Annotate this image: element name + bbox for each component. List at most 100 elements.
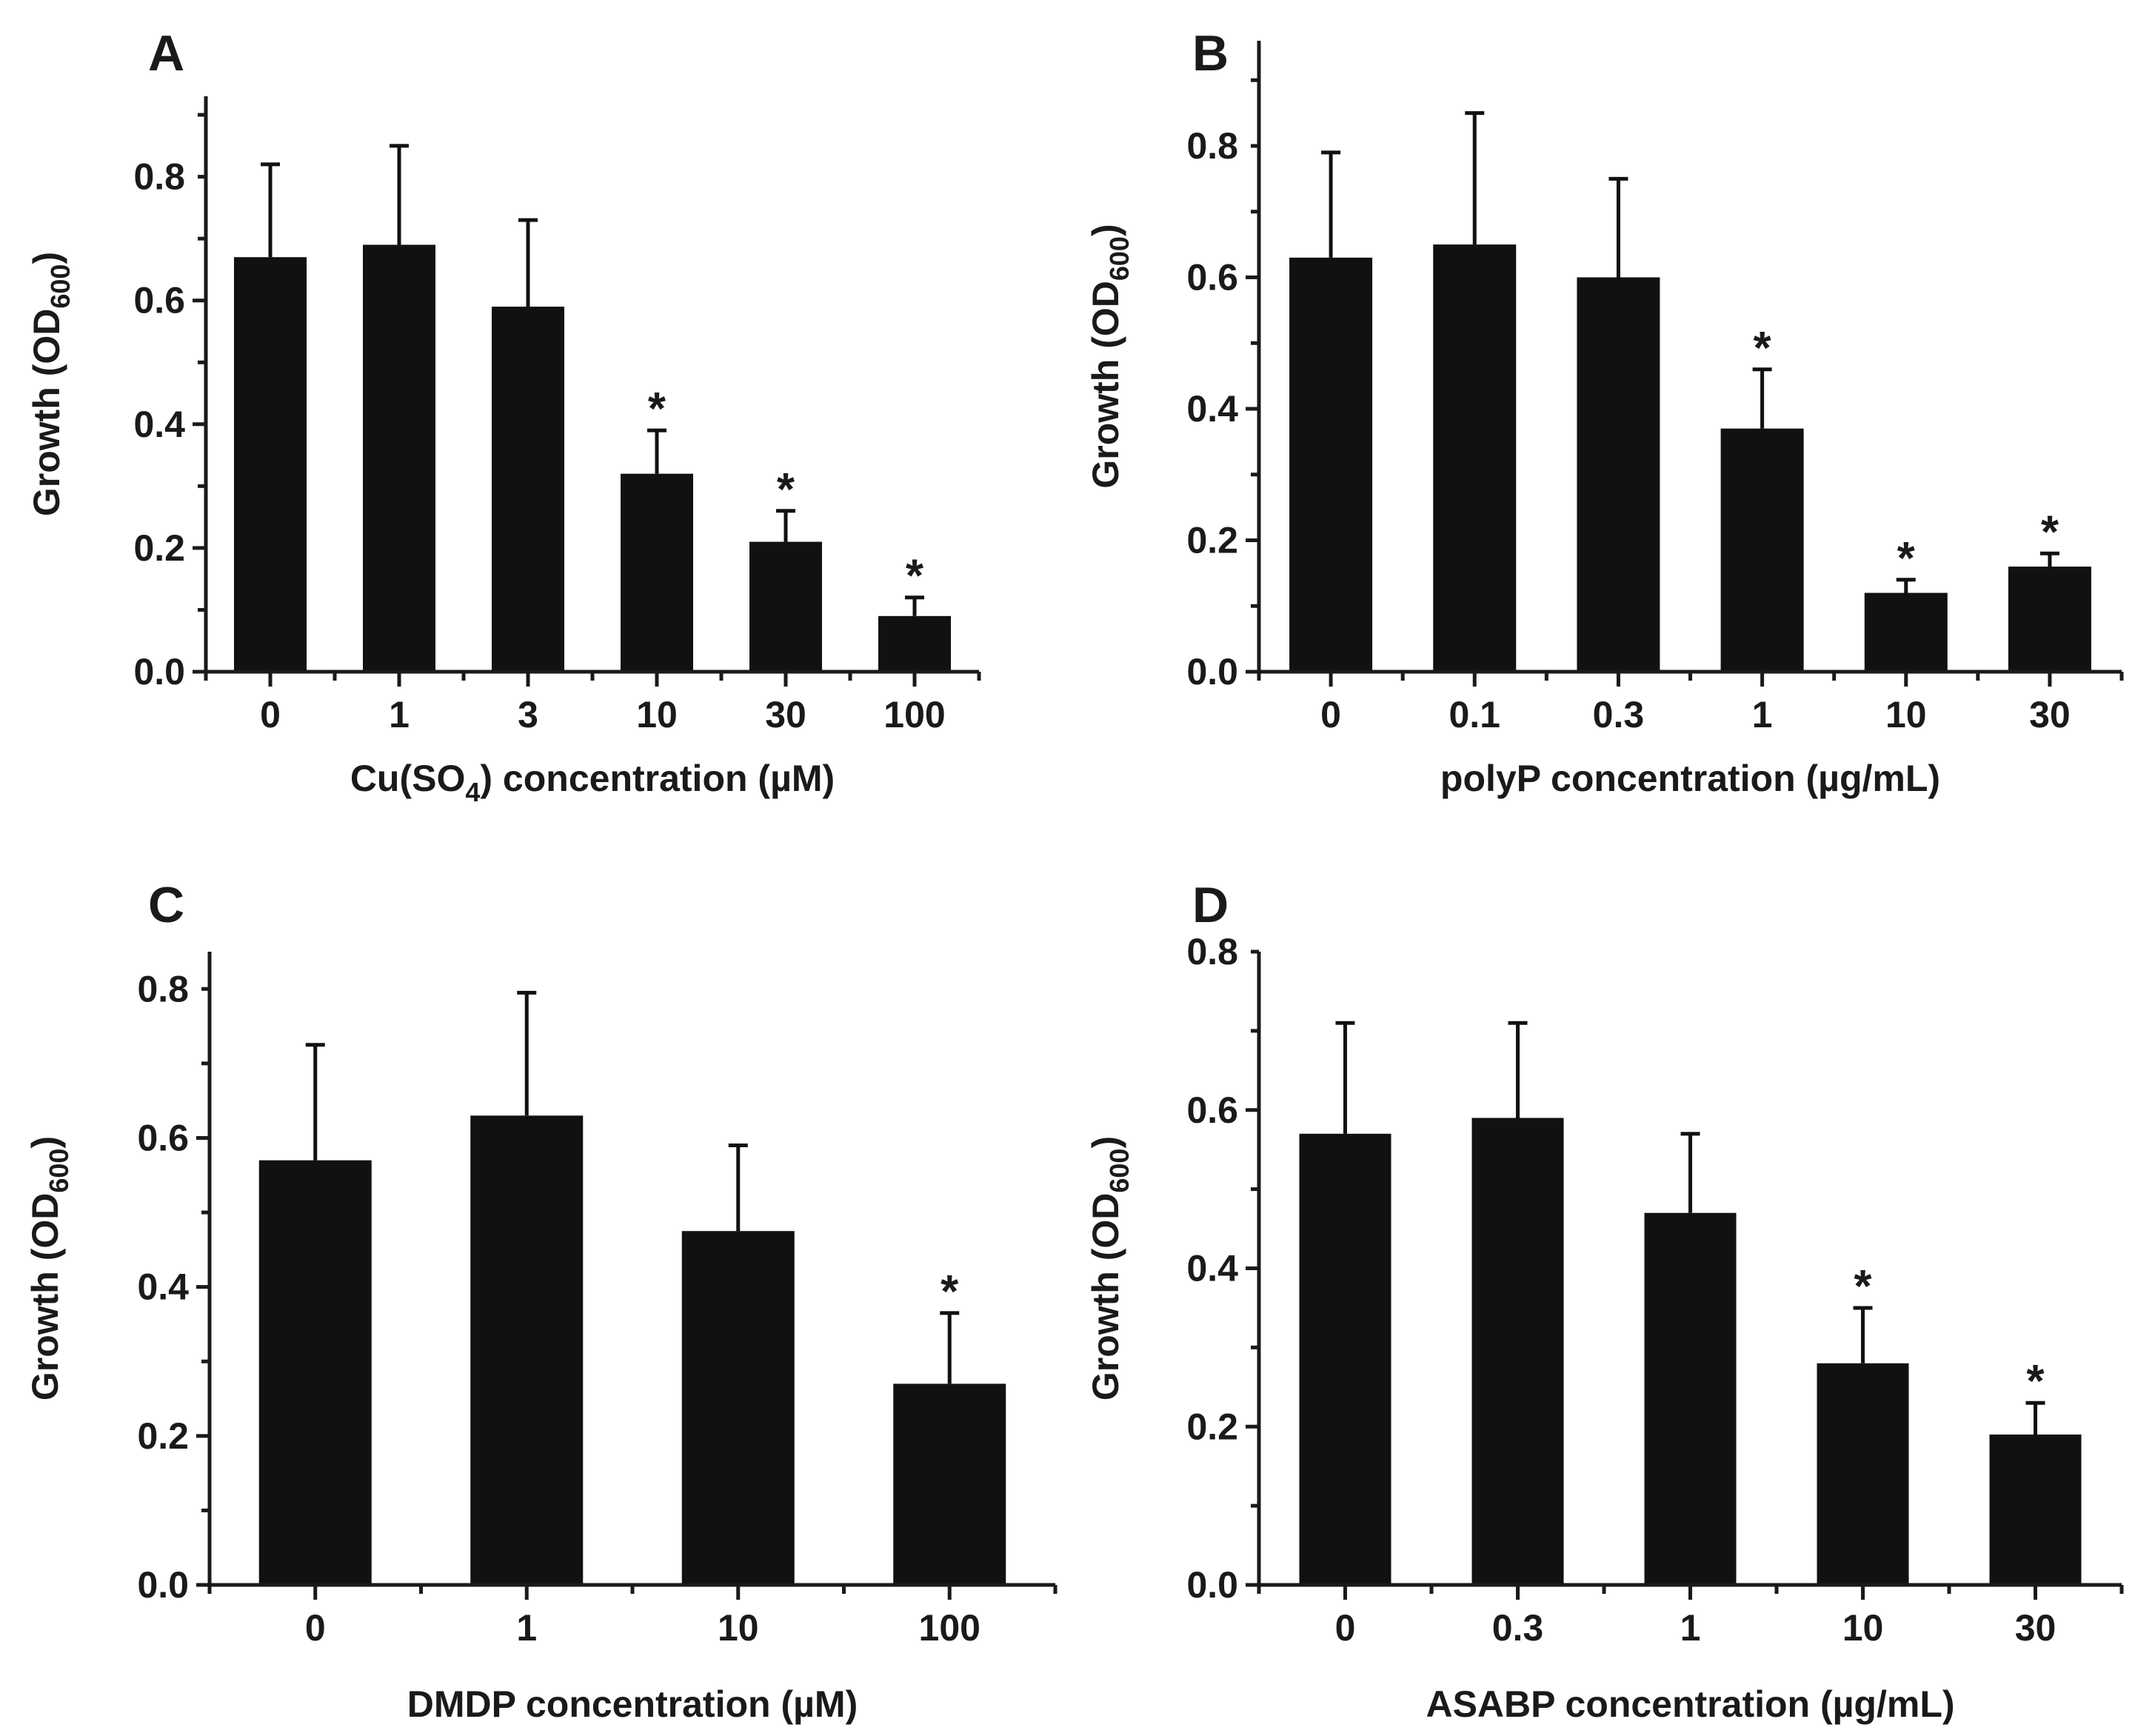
x-tick-label: 0.3	[1593, 694, 1645, 735]
x-tick-label: 10	[718, 1607, 759, 1649]
y-axis-title-subscript: 600	[45, 264, 76, 309]
y-tick-label: 0.6	[137, 1117, 189, 1158]
x-tick-label: 1	[389, 694, 410, 735]
panel-letter: B	[1192, 25, 1229, 81]
y-axis-title-subscript: 600	[44, 1149, 74, 1193]
x-axis-title: DMDP concentration (µM)	[407, 1683, 858, 1725]
y-tick-label: 0.0	[1186, 651, 1238, 692]
y-tick-label: 0.4	[137, 1266, 189, 1308]
y-tick-label: 0.2	[1186, 1406, 1238, 1447]
y-axis-title: Growth (OD600)	[1085, 224, 1135, 488]
x-tick-label: 1	[1680, 1607, 1701, 1649]
y-tick-label: 0.6	[133, 280, 185, 321]
x-axis-title-text: Cu(SO	[350, 758, 466, 799]
bar	[1299, 1133, 1391, 1585]
x-tick-label: 1	[1752, 694, 1773, 735]
x-tick-label: 10	[1842, 1607, 1884, 1649]
y-tick-label: 0.8	[1186, 125, 1238, 167]
bar	[1289, 257, 1373, 672]
bar	[681, 1231, 795, 1585]
y-axis-title-text: Growth (OD	[26, 309, 67, 517]
y-tick-label: 0.8	[1186, 931, 1238, 972]
y-tick-label: 0.0	[133, 651, 185, 692]
x-tick-label: 10	[1885, 694, 1927, 735]
bar	[1644, 1212, 1737, 1585]
y-tick-label: 0.0	[137, 1564, 189, 1606]
x-tick-label: 0	[1320, 694, 1341, 735]
x-axis-title: polyP concentration (µg/mL)	[1440, 758, 1940, 799]
y-axis-title: Growth (OD600)	[24, 1136, 74, 1401]
y-axis-title: Growth (OD600)	[26, 252, 76, 516]
panel-letter: A	[148, 25, 184, 81]
significance-star: *	[777, 464, 795, 515]
significance-star: *	[2026, 1356, 2045, 1407]
x-tick-label: 100	[883, 694, 945, 735]
x-axis-title: ASABP concentration (µg/mL)	[1426, 1683, 1954, 1725]
significance-star: *	[940, 1266, 959, 1318]
y-tick-label: 0.2	[137, 1415, 189, 1457]
y-axis-title-subscript: 600	[1104, 1149, 1135, 1193]
bar	[363, 244, 435, 672]
bar	[1577, 277, 1660, 672]
bar	[470, 1115, 584, 1585]
x-tick-label: 30	[2015, 1607, 2057, 1649]
x-axis-title-text: ASABP concentration (µg/mL)	[1426, 1683, 1954, 1725]
x-tick-label: 1	[516, 1607, 537, 1649]
y-tick-label: 0.6	[1186, 1089, 1238, 1131]
y-tick-label: 0.2	[1186, 520, 1238, 561]
x-tick-label: 0	[305, 1607, 326, 1649]
y-axis-title-subscript: 600	[1104, 236, 1135, 281]
significance-star: *	[1897, 533, 1916, 584]
y-tick-label: 0.8	[133, 156, 185, 198]
bar	[621, 473, 693, 672]
x-tick-label: 100	[919, 1607, 980, 1649]
x-axis-title-subscript: 4	[465, 777, 480, 807]
significance-star: *	[1854, 1261, 1872, 1312]
y-tick-label: 0.4	[1186, 1248, 1238, 1289]
significance-star: *	[648, 384, 666, 435]
x-tick-label: 30	[2029, 694, 2071, 735]
bar	[1433, 244, 1517, 672]
x-axis-title-text: polyP concentration (µg/mL)	[1440, 758, 1940, 799]
y-axis-title-text: Growth (OD	[1085, 281, 1126, 489]
x-tick-label: 30	[765, 694, 806, 735]
panel-letter: C	[148, 877, 184, 933]
x-tick-label: 3	[518, 694, 538, 735]
x-axis-title-text: ) concentration (µM)	[480, 758, 835, 799]
y-axis-title-text: )	[26, 252, 67, 264]
y-axis-title-text: )	[1085, 224, 1126, 236]
bar	[1471, 1118, 1564, 1585]
panel-letter: D	[1192, 877, 1229, 933]
panel-a: A * * * 0.0 0.2 0.4 0.6 0.8 0 1 3 10 30 100 Cu(SO4) con…	[26, 25, 981, 807]
bar	[1864, 592, 1948, 672]
x-axis-title-text: DMDP concentration (µM)	[407, 1683, 858, 1725]
y-tick-label: 0.6	[1186, 257, 1238, 298]
y-axis-title-text: Growth (OD	[1085, 1193, 1126, 1401]
bar	[893, 1383, 1006, 1585]
x-tick-label: 0	[260, 694, 281, 735]
x-tick-label: 0.3	[1492, 1607, 1544, 1649]
y-tick-label: 0.2	[133, 527, 185, 569]
bar	[492, 307, 564, 672]
bar	[1989, 1434, 2082, 1585]
x-tick-label: 0.1	[1449, 694, 1500, 735]
x-tick-label: 0	[1335, 1607, 1356, 1649]
y-tick-label: 0.4	[1186, 388, 1238, 430]
y-axis-title-text: )	[24, 1136, 66, 1149]
bar	[1817, 1363, 1909, 1585]
significance-star: *	[2041, 507, 2059, 558]
y-axis-title: Growth (OD600)	[1085, 1136, 1135, 1401]
y-tick-label: 0.4	[133, 404, 185, 445]
bar	[234, 257, 307, 672]
panel-c: C * 0.0 0.2 0.4 0.6 0.8 0 1 10 100 DMDP concentrati…	[24, 877, 1058, 1725]
significance-star: *	[906, 551, 924, 602]
y-tick-label: 0.0	[1186, 1564, 1238, 1606]
y-tick-label: 0.8	[137, 968, 189, 1009]
bar	[878, 615, 951, 672]
x-tick-label: 10	[636, 694, 678, 735]
bar	[2008, 567, 2091, 672]
panel-b: B * * * 0.0 0.2 0.4 0.6 0.8 0 0.1 0.3 1 10 30 polyP con…	[1085, 25, 2124, 799]
y-axis-title-text: Growth (OD	[24, 1193, 66, 1401]
